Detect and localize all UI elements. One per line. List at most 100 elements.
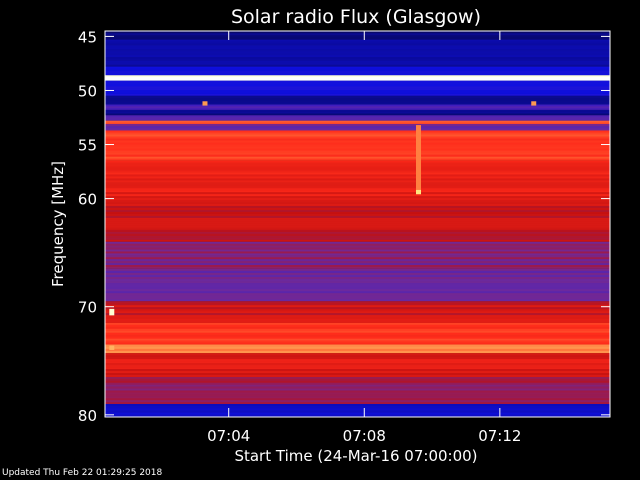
frequency-band-row [105,406,610,409]
frequency-band-row [105,320,610,323]
frequency-band-row [105,188,610,191]
frequency-band-row [105,90,610,93]
frequency-band-row [105,130,610,133]
frequency-band-row [105,45,610,48]
frequency-band-row [105,51,610,54]
frequency-band-row [105,227,610,230]
frequency-band-row [105,380,610,383]
frequency-band-row [105,384,610,387]
frequency-band-row [105,313,610,316]
frequency-band-row [105,31,610,34]
frequency-band-row [105,71,610,74]
frequency-band-row [105,140,610,143]
frequency-band-row [105,340,610,343]
radio-burst [109,308,115,316]
frequency-band-row [105,263,610,266]
frequency-band-row [105,156,610,159]
frequency-band-row [105,404,610,407]
frequency-band-row [105,122,610,124]
frequency-band-row [105,207,610,210]
frequency-band-row [105,348,610,352]
frequency-band-row [105,245,610,248]
frequency-band-row [105,174,610,177]
frequency-band-row [105,394,610,397]
frequency-band-row [105,336,610,339]
frequency-band-row [105,108,610,110]
frequency-band-row [105,66,610,69]
frequency-band-row [105,170,610,173]
frequency-band-row [105,239,610,242]
frequency-band-row [105,111,610,114]
frequency-band-row [105,215,610,218]
frequency-band-row [105,305,610,308]
frequency-band-row [105,392,610,395]
chart-title: Solar radio Flux (Glasgow) [231,6,481,28]
frequency-band-row [105,293,610,296]
frequency-band-row [105,219,610,222]
frequency-band-row [105,361,610,364]
frequency-band-row [105,355,610,358]
frequency-band-row [105,295,610,298]
frequency-band-row [105,291,610,294]
frequency-band-row [105,120,610,123]
frequency-band-row [105,198,610,201]
frequency-band-row [105,95,610,99]
frequency-band-row [105,307,610,310]
frequency-band-row [105,255,610,258]
frequency-band-row [105,182,610,185]
frequency-band-row [105,359,610,362]
frequency-band-row [105,303,610,306]
frequency-band-row [105,388,610,391]
frequency-band-row [105,363,610,366]
frequency-band-row [105,132,610,135]
y-tick-label: 70 [78,299,97,317]
frequency-band-row [105,373,610,376]
frequency-band-row [105,332,610,335]
frequency-band-row [105,398,610,401]
x-tick-label: 07:12 [478,427,521,445]
frequency-band-row [105,221,610,224]
frequency-band-row [105,365,610,368]
frequency-band-row [105,200,610,203]
frequency-band-row [105,322,610,325]
frequency-band-row [105,400,610,403]
frequency-band-row [105,202,610,204]
frequency-band-row [105,276,610,280]
frequency-band-row [105,334,610,337]
frequency-band-row [105,100,610,103]
frequency-band-row [105,266,610,269]
frequency-band-row [105,113,610,116]
frequency-band-row [105,64,610,67]
frequency-band-row [105,164,610,167]
y-tick-label: 55 [78,137,97,155]
frequency-band-row [105,261,610,264]
frequency-band-row [105,283,610,286]
frequency-band-row [105,57,610,59]
frequency-band-row [105,237,610,240]
plot-frame [104,30,611,418]
frequency-band-row [105,80,610,83]
frequency-band-row [105,351,610,354]
frequency-band-row [105,289,610,292]
frequency-band-row [105,117,610,119]
frequency-band-row [105,268,610,271]
frequency-band-row [105,47,610,50]
frequency-band-row [105,330,610,333]
frequency-band-row [105,128,610,131]
frequency-band-row [105,102,610,105]
frequency-band-row [105,41,610,44]
frequency-band-row [105,134,610,137]
frequency-band-row [105,287,610,290]
frequency-band-row [105,203,610,206]
frequency-band-row [105,369,610,372]
frequency-band-row [105,55,610,58]
y-axis-label: Frequency [MHz] [49,161,67,287]
frequency-band-row [105,148,610,151]
frequency-band-row [105,274,610,277]
radio-burst [109,345,115,350]
y-tick-label: 60 [78,191,97,209]
x-axis-label: Start Time (24-Mar-16 07:00:00) [234,447,477,465]
y-tick-label: 45 [78,28,97,46]
frequency-band-row [105,382,610,385]
